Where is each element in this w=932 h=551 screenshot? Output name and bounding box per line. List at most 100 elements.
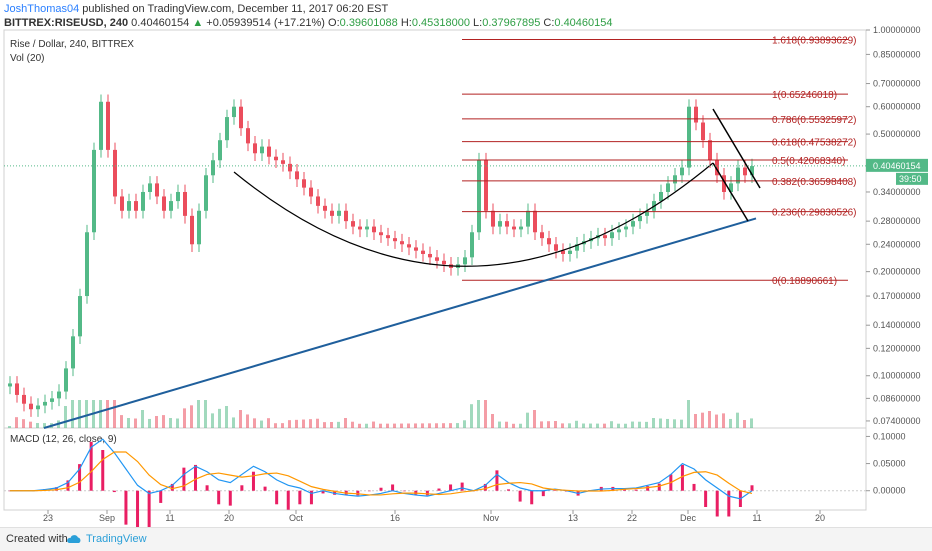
- volume-bar: [554, 421, 557, 428]
- candle-body: [148, 183, 152, 192]
- time-tick-label: Sep: [99, 513, 115, 523]
- candle-body: [323, 205, 327, 211]
- candle-body: [603, 235, 607, 239]
- volume-bar: [15, 417, 18, 428]
- candle-body: [295, 171, 299, 180]
- macd-histogram-bar: [217, 490, 221, 505]
- last-price-badge: [866, 158, 928, 172]
- price-tick-label: 0.85000000: [873, 49, 921, 59]
- candle-body: [57, 391, 61, 399]
- macd-histogram-bar: [518, 490, 522, 502]
- macd-histogram-bar: [704, 490, 708, 507]
- macd-histogram-bar: [715, 490, 719, 517]
- candle-body: [141, 191, 145, 211]
- candle-body: [484, 160, 488, 211]
- candle-body: [162, 196, 166, 211]
- volume-bar: [330, 422, 333, 428]
- price-tick-label: 0.50000000: [873, 129, 921, 139]
- candle-body: [631, 221, 635, 227]
- price-chart[interactable]: Rise / Dollar, 240, BITTREX Vol (20) MACD …: [0, 0, 932, 527]
- volume-bar: [715, 414, 718, 428]
- candle-body: [561, 250, 565, 254]
- price-tick-label: 0.08600000: [873, 393, 921, 403]
- macd-histogram-bar: [483, 483, 487, 491]
- volume-bar: [442, 423, 445, 428]
- volume-bar: [463, 420, 466, 428]
- publish-line: JoshThomas04 published on TradingView.co…: [4, 3, 388, 15]
- macd-line: [10, 438, 753, 500]
- legend-volume: Vol (20): [10, 53, 44, 64]
- candle-body: [498, 221, 502, 227]
- macd-histogram-bar: [425, 490, 429, 496]
- tradingview-link[interactable]: TradingView: [86, 533, 147, 545]
- candle-body: [337, 210, 341, 216]
- candle-body: [477, 160, 481, 233]
- candle-body: [750, 166, 754, 176]
- macd-histogram-bar: [530, 490, 534, 505]
- macd-histogram-bar: [507, 489, 511, 491]
- macd-histogram-bar: [449, 484, 453, 491]
- volume-bar: [575, 420, 578, 428]
- macd-histogram-bar: [379, 487, 383, 491]
- author-link[interactable]: JoshThomas04: [4, 3, 80, 15]
- candle-body: [540, 232, 544, 239]
- candle-body: [29, 403, 33, 410]
- volume-bar: [239, 410, 242, 428]
- price-tick-label: 0.17000000: [873, 291, 921, 301]
- tradingview-cloud-icon: [67, 535, 81, 543]
- volume-bar: [309, 419, 312, 428]
- volume-bar: [589, 423, 592, 428]
- created-with-label: Created with: [6, 533, 68, 545]
- time-tick-label: 13: [568, 513, 578, 523]
- time-tick-label: 16: [390, 513, 400, 523]
- macd-histogram-bar: [54, 487, 58, 491]
- macd-tick-label: 0.10000: [873, 431, 906, 441]
- candle-body: [253, 143, 257, 154]
- macd-histogram-bar: [298, 490, 302, 505]
- candle-body: [400, 241, 404, 245]
- volume-bar: [386, 423, 389, 428]
- macd-tick-label: 0.05000: [873, 459, 906, 469]
- fib-level-label: 0.236(0.29830526): [772, 208, 857, 219]
- volume-bar: [204, 400, 207, 428]
- candle-body: [358, 226, 362, 230]
- volume-bar: [421, 423, 424, 428]
- macd-histogram-bar: [263, 486, 267, 491]
- volume-bar: [225, 406, 228, 428]
- candle-body: [281, 160, 285, 164]
- time-tick-label: 20: [224, 513, 234, 523]
- price-tick-label: 0.24000000: [873, 239, 921, 249]
- volume-bar: [533, 410, 536, 428]
- volume-bar: [414, 423, 417, 428]
- volume-bar: [561, 423, 564, 428]
- last-price-label: 0.40460154: [873, 161, 921, 171]
- volume-bar: [659, 418, 662, 428]
- volume-bar: [638, 421, 641, 428]
- volume-bar: [722, 413, 725, 428]
- candle-body: [393, 238, 397, 242]
- candle-body: [344, 210, 348, 222]
- macd-histogram-bar: [356, 490, 360, 496]
- close-value: 0.40460154: [554, 17, 613, 29]
- rounding-bottom-curve: [233, 162, 714, 267]
- volume-bar: [295, 419, 298, 428]
- volume-bar: [141, 410, 144, 428]
- volume-bar: [519, 423, 522, 428]
- candle-body: [414, 247, 418, 251]
- wedge-upper-line: [712, 108, 761, 189]
- volume-bar: [624, 423, 627, 428]
- candle-body: [239, 106, 243, 129]
- price-tick-label: 0.14000000: [873, 320, 921, 330]
- volume-bar: [351, 421, 354, 428]
- volume-bar: [645, 421, 648, 428]
- volume-bar: [498, 421, 501, 428]
- time-tick-label: 20: [815, 513, 825, 523]
- price-tick-label: 0.10000000: [873, 371, 921, 381]
- candle-body: [183, 191, 187, 216]
- volume-bar: [743, 420, 746, 428]
- volume-bar: [358, 423, 361, 428]
- volume-bar: [708, 411, 711, 428]
- candle-body: [176, 191, 180, 202]
- fib-level-label: 0.786(0.55325972): [772, 115, 857, 126]
- macd-histogram-bar: [275, 490, 279, 505]
